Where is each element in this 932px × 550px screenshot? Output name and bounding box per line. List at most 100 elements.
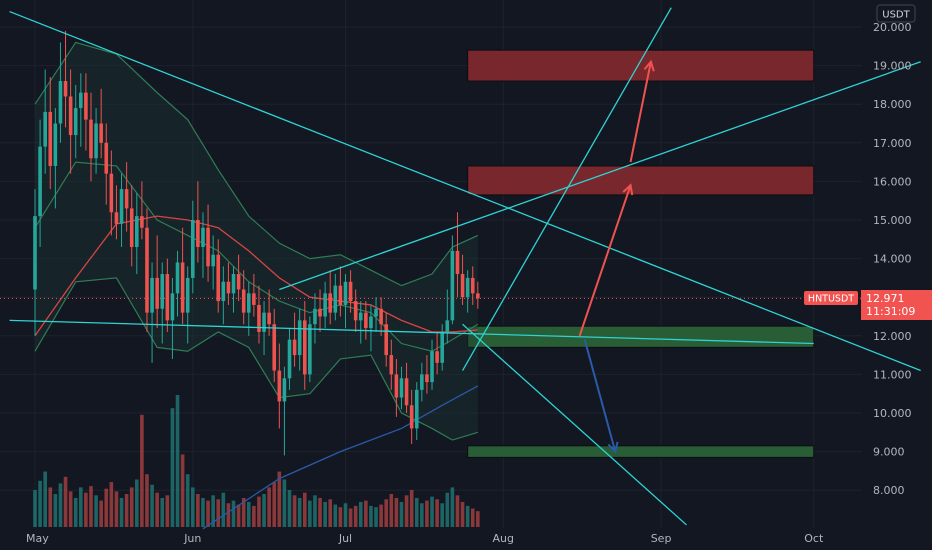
candle-body [450,250,455,321]
volume-bar [445,492,450,527]
volume-bar [343,503,348,527]
candle-body [252,293,256,305]
candle-body [292,339,297,356]
candle-body [297,320,302,356]
projection-arrow [629,61,652,163]
volume-bar [160,497,165,527]
candle-body [455,250,460,275]
candle-body [104,142,109,174]
volume-bar [348,508,353,527]
last-price-tag [861,290,932,320]
candle-body [257,304,261,332]
volume-bar [89,486,93,527]
volume-bar [430,496,434,527]
volume-bar [63,476,68,527]
price-tick-label: 20.000 [873,21,912,34]
volume-bar [241,497,246,527]
candle-body [226,281,231,294]
candle-body [231,274,236,294]
volume-bar [409,490,414,527]
currency-badge[interactable] [876,4,916,23]
volume-bar [465,505,470,527]
volume-bar [196,494,200,527]
trendline [279,61,921,291]
candle-body [63,81,68,97]
bollinger-bands [34,41,479,441]
candle-body [470,277,475,294]
candle-body [89,119,93,159]
candle-body [267,312,271,325]
volume-bar [262,494,266,527]
candle-body [48,111,53,166]
candle-body [435,351,439,363]
candle-body [287,339,292,379]
resistance-zone [467,165,815,196]
projection-arrowhead [607,441,619,454]
symbol-tag-label: HNTUSDT [808,294,854,305]
volume-bars [33,395,480,527]
candle-body [343,281,348,305]
candle-body [124,189,129,209]
price-tick-label: 10.000 [873,407,912,420]
volume-bar [185,474,190,527]
candle-body [94,123,98,159]
time-tick-label: Aug [493,532,514,545]
candle-body [38,146,42,217]
volume-bar [292,495,297,527]
volume-bar [476,511,480,527]
candle-body [282,378,287,402]
price-zones [467,49,815,458]
candle-body [135,216,139,248]
volume-bar [43,471,47,527]
candle-body [84,92,88,120]
trendline [9,319,814,345]
volume-bar [190,487,195,527]
volume-bar [287,490,292,527]
volume-bar [384,499,389,527]
volume-bar [109,482,114,527]
volume-bar [119,497,124,527]
candle-body [53,123,58,166]
volume-bar [48,487,53,527]
candle-body [216,254,221,302]
volume-bar [231,500,236,527]
volume-bar [267,487,271,527]
volume-bar [308,500,312,527]
candle-body [374,308,378,317]
volume-bar [302,492,307,527]
candles [33,30,480,456]
volume-bar [358,501,363,527]
volume-bar [313,495,317,527]
trendline [461,7,672,371]
candle-body [353,301,358,321]
volume-bar [414,497,419,527]
volume-bar [124,494,129,527]
volume-bar [99,500,103,527]
volume-bar [145,474,149,527]
candle-body [384,324,389,356]
candle-body [190,220,195,278]
candle-body [328,293,333,313]
time-axis[interactable]: May Jun Jul Aug Sep Oct [26,532,824,545]
price-tick-label: 18.000 [873,98,912,111]
volume-bar [180,454,185,527]
volume-bar [425,500,429,527]
volume-bar [68,491,73,527]
candle-body [165,274,170,321]
candle-body [364,312,368,329]
volume-bar [236,504,241,527]
price-tick-label: 9.000 [873,446,905,459]
bollinger-fill [35,42,478,441]
candle-body [420,374,424,390]
volume-bar [257,496,261,527]
long-moving-average-line [202,385,479,530]
candle-body [196,220,200,248]
volume-bar [297,497,302,527]
volume-bar [404,495,409,527]
volume-bar [420,503,424,527]
volume-bar [364,500,368,527]
volume-bar [338,507,343,527]
price-axis[interactable]: 20.000 19.000 18.000 17.000 16.000 15.000 14.0… [873,21,912,497]
candle-body [440,331,444,363]
